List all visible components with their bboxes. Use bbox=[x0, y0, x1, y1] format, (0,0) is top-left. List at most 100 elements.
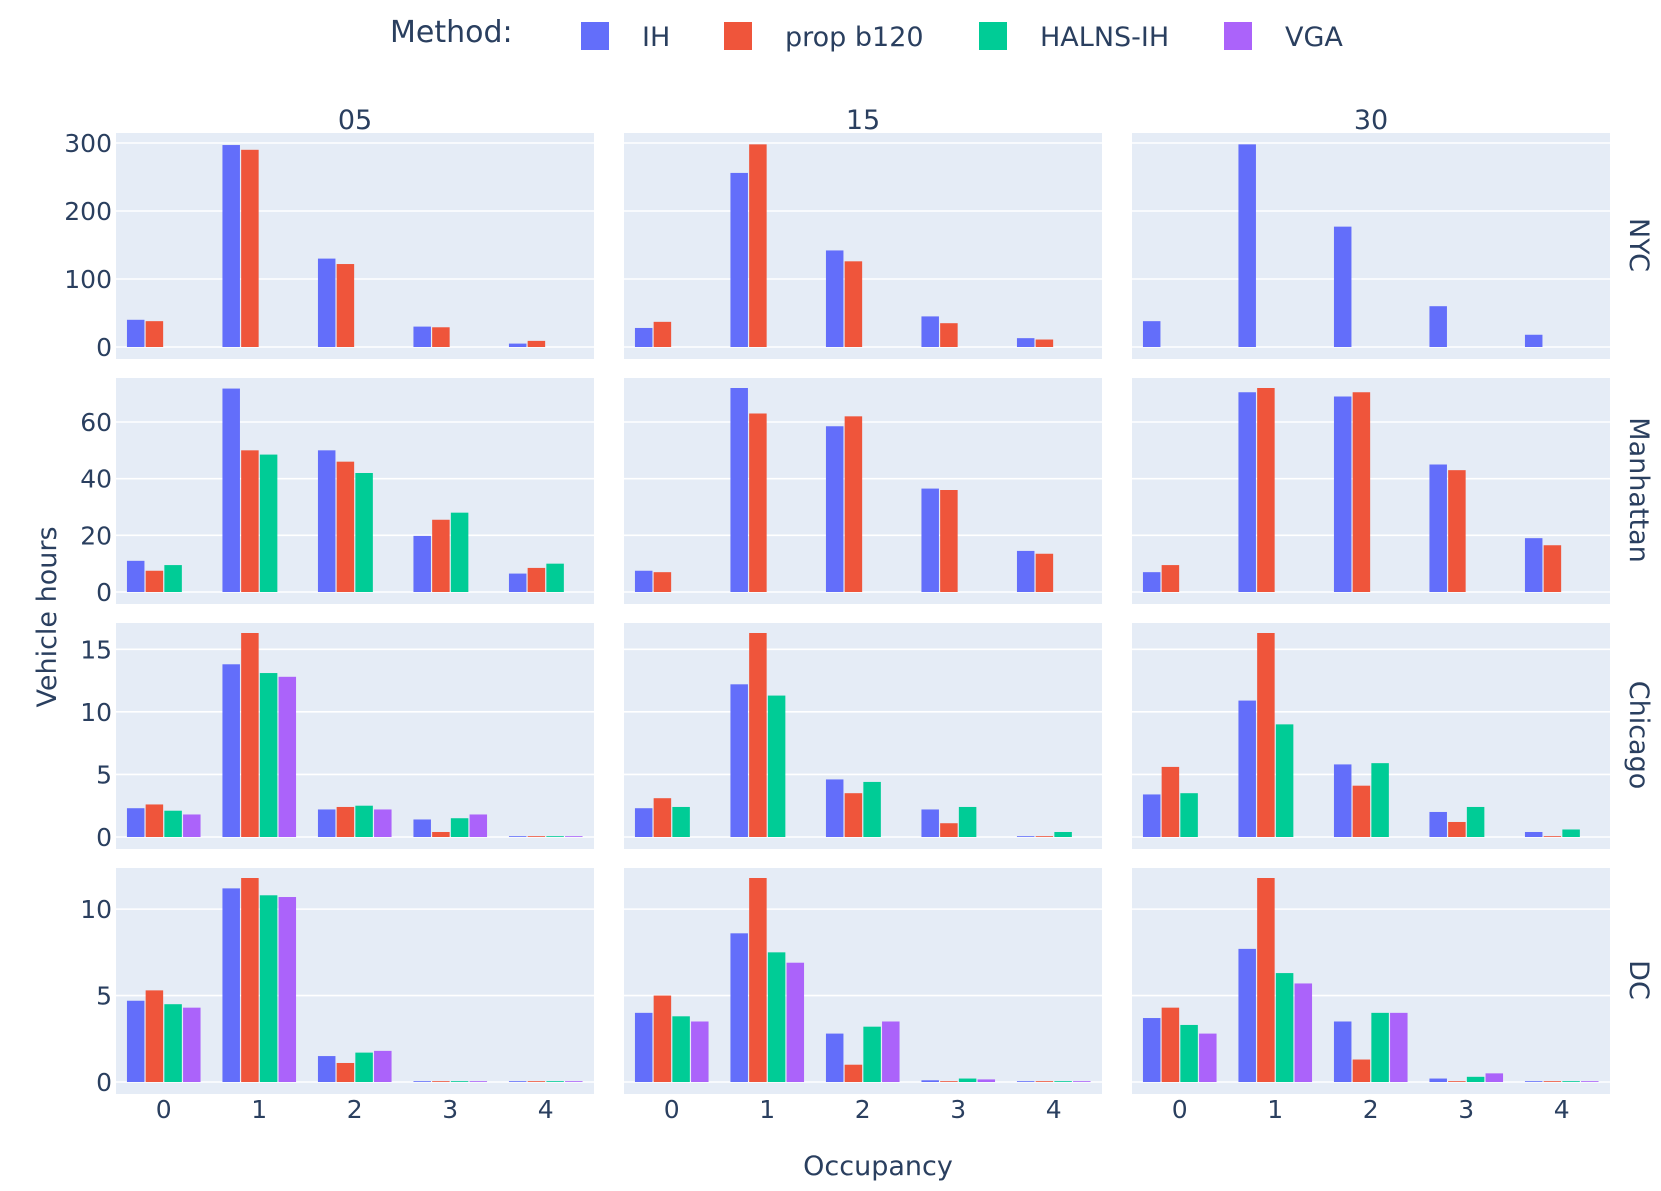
bar-ih bbox=[317, 809, 336, 837]
bar-vga bbox=[1199, 1033, 1217, 1082]
bar-prop-b120 bbox=[844, 1064, 863, 1082]
bar-halns-ih bbox=[164, 565, 182, 592]
y-tick-label: 300 bbox=[64, 129, 112, 158]
panel-chicago-15 bbox=[624, 623, 1102, 849]
bar-prop-b120 bbox=[1448, 470, 1466, 592]
bar-prop-b120 bbox=[1161, 766, 1180, 837]
bar-ih bbox=[1142, 572, 1161, 592]
bar-prop-b120 bbox=[145, 804, 164, 837]
bar-prop-b120 bbox=[749, 633, 767, 837]
bar-halns-ih bbox=[164, 810, 182, 837]
bar-prop-b120 bbox=[527, 567, 546, 592]
bar-prop-b120 bbox=[432, 519, 450, 592]
bar-prop-b120 bbox=[1035, 1081, 1054, 1082]
bar-prop-b120 bbox=[241, 633, 259, 837]
panel-background bbox=[624, 133, 1102, 359]
bar-ih bbox=[508, 1081, 527, 1082]
bar-halns-ih bbox=[672, 1016, 690, 1082]
bar-prop-b120 bbox=[653, 995, 672, 1082]
bar-ih bbox=[634, 808, 653, 837]
bar-prop-b120 bbox=[749, 878, 767, 1082]
bar-ih bbox=[413, 1081, 431, 1082]
panel-background bbox=[116, 623, 594, 849]
legend-label: VGA bbox=[1285, 22, 1343, 53]
bar-prop-b120 bbox=[844, 793, 863, 837]
bar-ih bbox=[1429, 306, 1447, 347]
panel-dc-15: 0 1 2 3 4 bbox=[624, 868, 1102, 1124]
bar-ih bbox=[1333, 764, 1352, 837]
y-tick-label: 10 bbox=[80, 895, 112, 924]
bar-halns-ih bbox=[164, 1004, 182, 1082]
legend-swatch-halns-ih bbox=[979, 22, 1007, 50]
bar-halns-ih bbox=[958, 1078, 977, 1082]
legend: Method: IH prop b120 HALNS-IH VGA bbox=[390, 15, 1343, 53]
bar-ih bbox=[921, 316, 939, 347]
panel-chicago-30 bbox=[1132, 623, 1610, 849]
bar-prop-b120 bbox=[1448, 821, 1466, 837]
column-label: 05 bbox=[338, 105, 372, 136]
bar-prop-b120 bbox=[1035, 836, 1054, 837]
bar-ih bbox=[825, 250, 844, 347]
bar-ih bbox=[317, 258, 336, 347]
bar-ih bbox=[921, 1080, 939, 1082]
bar-ih bbox=[730, 388, 748, 592]
x-tick-label: 4 bbox=[1554, 1095, 1570, 1124]
bar-ih bbox=[825, 1033, 844, 1082]
bar-ih bbox=[730, 172, 748, 347]
bar-ih bbox=[1524, 1081, 1543, 1082]
bar-halns-ih bbox=[1371, 763, 1389, 837]
panel-chicago-05: 0 5 10 15 bbox=[80, 623, 594, 852]
bar-halns-ih bbox=[1054, 831, 1072, 837]
bar-prop-b120 bbox=[241, 450, 259, 592]
bar-vga bbox=[977, 1079, 996, 1082]
y-tick-label: 20 bbox=[80, 521, 112, 550]
bar-ih bbox=[413, 535, 431, 592]
bar-ih bbox=[1333, 1021, 1352, 1082]
bar-prop-b120 bbox=[336, 806, 355, 837]
bar-prop-b120 bbox=[1257, 878, 1275, 1082]
bar-ih bbox=[825, 779, 844, 837]
x-tick-label: 4 bbox=[1046, 1095, 1062, 1124]
bar-halns-ih bbox=[546, 563, 564, 592]
bar-ih bbox=[1429, 811, 1447, 837]
bar-vga bbox=[691, 1021, 709, 1082]
bar-ih bbox=[1333, 396, 1352, 592]
panel-background bbox=[624, 623, 1102, 849]
y-tick-label: 5 bbox=[96, 760, 112, 789]
x-tick-label: 1 bbox=[1267, 1095, 1283, 1124]
bar-prop-b120 bbox=[1543, 836, 1562, 837]
bar-ih bbox=[634, 570, 653, 592]
bar-ih bbox=[1142, 1018, 1161, 1082]
bar-halns-ih bbox=[259, 454, 278, 592]
bar-prop-b120 bbox=[527, 836, 546, 837]
bar-ih bbox=[126, 319, 145, 347]
bar-vga bbox=[1294, 983, 1313, 1082]
x-tick-label: 2 bbox=[855, 1095, 871, 1124]
bar-vga bbox=[565, 836, 583, 837]
bar-prop-b120 bbox=[241, 149, 259, 347]
bar-vga bbox=[786, 962, 805, 1082]
bar-ih bbox=[1524, 334, 1543, 347]
y-tick-label: 200 bbox=[64, 197, 112, 226]
bar-ih bbox=[1016, 550, 1035, 592]
bar-halns-ih bbox=[958, 806, 977, 837]
bar-ih bbox=[634, 327, 653, 347]
bar-prop-b120 bbox=[336, 264, 355, 347]
bar-vga bbox=[278, 897, 297, 1082]
bar-prop-b120 bbox=[527, 1081, 546, 1082]
bar-ih bbox=[317, 450, 336, 592]
bar-halns-ih bbox=[1180, 1024, 1198, 1082]
bar-halns-ih bbox=[355, 1052, 373, 1082]
y-tick-label: 0 bbox=[96, 578, 112, 607]
bar-ih bbox=[126, 1000, 145, 1082]
bar-halns-ih bbox=[355, 805, 373, 837]
x-tick-label: 2 bbox=[1363, 1095, 1379, 1124]
legend-swatch-ih bbox=[581, 22, 609, 50]
bar-prop-b120 bbox=[940, 823, 958, 837]
bar-prop-b120 bbox=[1257, 633, 1275, 837]
bar-ih bbox=[1238, 392, 1256, 592]
bar-ih bbox=[413, 326, 431, 347]
bar-ih bbox=[222, 388, 240, 592]
bar-prop-b120 bbox=[749, 413, 767, 592]
